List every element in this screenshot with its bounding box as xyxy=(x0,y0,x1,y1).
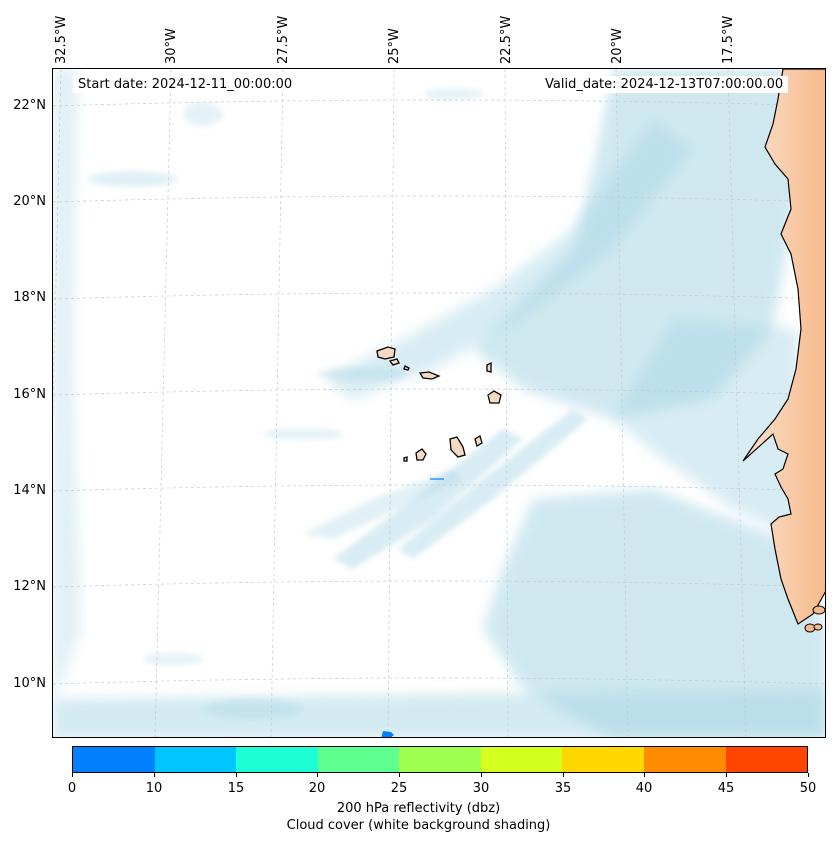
island-fogo xyxy=(415,448,427,461)
colorbar-tick-label: 20 xyxy=(308,781,326,796)
colorbar-tickmark xyxy=(808,773,809,777)
coastal-island-2 xyxy=(804,623,816,633)
cloud-southeast xyxy=(483,489,825,737)
colorbar-tick-label: 30 xyxy=(472,781,490,796)
africa-land-shape xyxy=(742,69,825,625)
meridian-20w xyxy=(615,69,629,737)
colorbar-tick-label: 40 xyxy=(635,781,653,796)
colorbar-segment xyxy=(154,747,237,772)
colorbar-tickmark xyxy=(154,773,155,777)
colorbar xyxy=(72,746,808,773)
island-santa-luzia xyxy=(403,365,410,371)
cloud-streak-south-3 xyxy=(303,469,463,539)
cloud-patch-sw-1 xyxy=(203,699,303,719)
island-sal xyxy=(486,361,492,373)
lon-label-20w: 20°W xyxy=(610,28,625,64)
lat-label-14n: 14°N xyxy=(13,483,46,498)
reflectivity-echo-2 xyxy=(381,731,394,737)
colorbar-segment xyxy=(480,747,563,772)
colorbar-tickmark xyxy=(72,773,73,777)
colorbar-tick-label: 35 xyxy=(554,781,572,796)
colorbar-tick-label: 15 xyxy=(227,781,245,796)
lon-label-30w: 30°W xyxy=(164,28,179,64)
parallel-12n xyxy=(53,580,825,588)
cloud-left-edge xyxy=(53,69,81,709)
cloud-band-east xyxy=(613,319,798,539)
colorbar-tickmark xyxy=(236,773,237,777)
lat-label-12n: 12°N xyxy=(13,579,46,594)
africa-coast xyxy=(742,69,825,633)
island-santiago xyxy=(449,436,466,458)
meridian-25w xyxy=(387,69,395,737)
colorbar-segment xyxy=(562,747,644,772)
meridian-22-5w xyxy=(504,69,509,737)
cloud-patch-n-1 xyxy=(423,88,483,100)
meridian-27-5w xyxy=(270,69,284,737)
cloud-cover-shading xyxy=(53,69,825,737)
meridian-17-5w xyxy=(727,69,747,737)
parallel-10n xyxy=(53,677,825,685)
cloud-patch-w-2 xyxy=(263,428,343,440)
colorbar-tickmark xyxy=(563,773,564,777)
lon-label-27-5w: 27.5°W xyxy=(276,15,291,64)
colorbar-segment xyxy=(643,747,726,772)
colorbar-segment xyxy=(73,747,155,772)
lon-label-25w: 25°W xyxy=(387,28,402,64)
colorbar-sublabel: Cloud cover (white background shading) xyxy=(286,818,551,833)
lat-label-20n: 20°N xyxy=(13,194,46,209)
colorbar-segment xyxy=(317,747,400,772)
colorbar-tickmark xyxy=(399,773,400,777)
cloud-patch-nw-1 xyxy=(88,171,178,187)
valid-date-label: Valid_date: 2024-12-13T07:00:00.00 xyxy=(540,76,789,93)
map-canvas xyxy=(53,69,825,737)
colorbar-tick-label: 0 xyxy=(67,781,77,796)
parallel-22n xyxy=(53,99,825,107)
colorbar-tick-label: 25 xyxy=(390,781,408,796)
colorbar-segment xyxy=(236,747,318,772)
colorbar-tickmark xyxy=(644,773,645,777)
lat-label-18n: 18°N xyxy=(13,290,46,305)
lat-label-10n: 10°N xyxy=(13,676,46,691)
lat-label-16n: 16°N xyxy=(13,387,46,402)
colorbar-segment xyxy=(399,747,481,772)
cloud-patch-nw-2 xyxy=(183,102,223,126)
parallel-14n xyxy=(53,484,825,492)
coastal-island-3 xyxy=(813,623,823,631)
lat-label-22n: 22°N xyxy=(13,98,46,113)
lon-label-22-5w: 22.5°W xyxy=(499,15,514,64)
parallel-16n xyxy=(53,388,825,396)
start-date-label: Start date: 2024-12-11_00:00:00 xyxy=(73,76,298,93)
parallel-18n xyxy=(53,292,825,300)
island-brava xyxy=(403,456,408,462)
island-santo-antao xyxy=(376,346,396,360)
island-sao-nicolau xyxy=(418,371,441,380)
cloud-patch-w-1 xyxy=(318,367,408,381)
graticule xyxy=(53,69,825,737)
colorbar-tick-label: 10 xyxy=(145,781,163,796)
lon-label-32-5w: 32.5°W xyxy=(54,15,69,64)
lon-label-17-5w: 17.5°W xyxy=(721,15,736,64)
colorbar-tickmark xyxy=(481,773,482,777)
cloud-patch-sw-2 xyxy=(143,653,203,665)
cape-verde-islands xyxy=(376,346,502,462)
cloud-bottom-band xyxy=(53,689,825,737)
colorbar-label: 200 hPa reflectivity (dbz) xyxy=(336,801,501,816)
parallel-20n xyxy=(53,195,825,203)
colorbar-tickmark xyxy=(317,773,318,777)
cloud-streak-south-1 xyxy=(333,429,523,569)
colorbar-tick-label: 50 xyxy=(799,781,817,796)
meridian-30w xyxy=(154,69,172,737)
reflectivity-echoes xyxy=(381,478,444,737)
colorbar-segment xyxy=(725,747,808,772)
island-maio xyxy=(474,435,483,447)
colorbar-tickmark xyxy=(726,773,727,777)
colorbar-tick-label: 45 xyxy=(717,781,735,796)
island-boa-vista xyxy=(487,390,502,404)
coastal-island-1 xyxy=(812,605,825,615)
map-panel xyxy=(52,68,826,738)
cloud-streak-south-2 xyxy=(398,409,588,559)
island-sao-vicente xyxy=(388,358,400,366)
